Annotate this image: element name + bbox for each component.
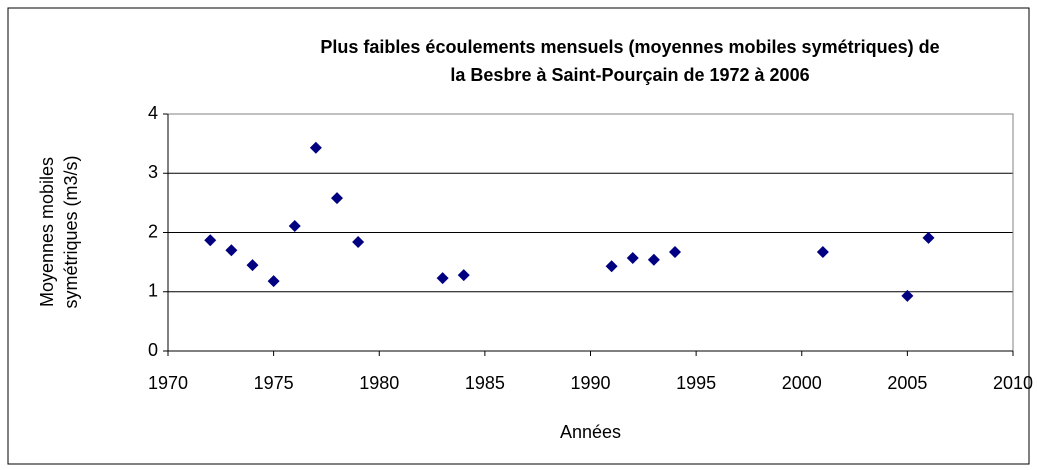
point — [626, 251, 639, 264]
point — [352, 235, 365, 248]
point — [267, 275, 280, 288]
chart-title: Plus faibles écoulements mensuels (moyen… — [320, 37, 939, 57]
y-tick-label: 4 — [148, 103, 158, 123]
x-tick-label: 1995 — [676, 373, 716, 393]
chart-border — [7, 7, 1030, 465]
point — [922, 231, 935, 244]
point — [901, 289, 914, 302]
point — [331, 192, 343, 205]
point — [246, 259, 259, 272]
point — [816, 246, 829, 259]
y-tick-label: 1 — [148, 281, 158, 301]
point — [288, 219, 301, 232]
x-tick-label: 2010 — [993, 373, 1033, 393]
x-axis-label: Années — [560, 422, 621, 442]
y-axis-label: Moyennes mobiles — [37, 157, 57, 307]
point — [605, 260, 618, 273]
x-tick-label: 1975 — [254, 373, 294, 393]
point — [669, 246, 681, 259]
x-tick-label: 1980 — [359, 373, 399, 393]
point — [204, 234, 217, 247]
x-tick-label: 1990 — [570, 373, 610, 393]
x-tick-label: 1970 — [148, 373, 188, 393]
point — [457, 269, 470, 282]
y-axis-label: symétriques (m3/s) — [61, 155, 81, 308]
x-tick-label: 1985 — [465, 373, 505, 393]
x-tick-label: 2000 — [782, 373, 822, 393]
point — [225, 244, 238, 257]
y-tick-label: 2 — [148, 221, 158, 241]
point — [647, 253, 660, 266]
x-tick-label: 2005 — [887, 373, 927, 393]
y-tick-label: 3 — [148, 162, 158, 182]
point — [309, 141, 322, 154]
point — [436, 272, 449, 285]
chart-title: la Besbre à Saint-Pourçain de 1972 à 200… — [450, 65, 809, 85]
y-tick-label: 0 — [148, 340, 158, 360]
